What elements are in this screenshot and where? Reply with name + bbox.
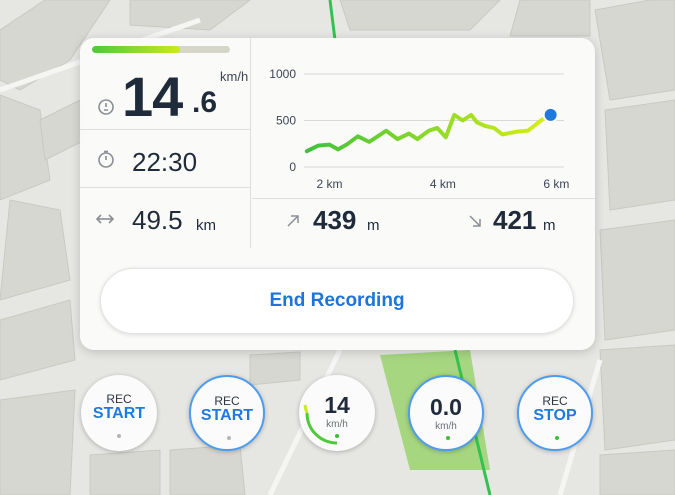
speed-bar-fill — [92, 46, 181, 53]
distance-unit: km — [196, 217, 216, 234]
horizontal-arrows-icon — [95, 212, 115, 231]
speed-widget-unit: km/h — [326, 419, 348, 430]
chart-y-tick-label: 500 — [276, 114, 296, 128]
start-label: START — [92, 405, 146, 422]
descent-value: 421 — [493, 205, 537, 235]
descent-unit: m — [543, 217, 556, 234]
chart-series-line — [304, 112, 550, 154]
speed-bar — [92, 46, 230, 53]
stats-left-column: 14 km/h .6 — [80, 38, 251, 248]
gauge-icon — [97, 98, 115, 121]
time-cell — [80, 130, 251, 188]
speed-integer: 14 — [122, 65, 183, 128]
elapsed-time: 22:30 — [132, 147, 198, 177]
distance-value: 49.5 — [132, 205, 183, 235]
arrow-up-right-icon — [286, 214, 300, 233]
ascent-value: 439 — [313, 205, 357, 235]
chart-x-tick-label: 2 km — [317, 177, 343, 191]
stats-grid: 14 km/h .6 22:30 49.5 km 1000 500 0 2 km 4 k… — [80, 38, 595, 248]
speed-zero-unit: km/h — [435, 421, 457, 432]
ascent-unit: m — [367, 217, 380, 234]
indicator-dot — [227, 436, 231, 440]
speed-arc — [303, 404, 338, 445]
chart-y-tick-label: 1000 — [269, 67, 296, 81]
rec-stop-button[interactable]: REC STOP — [517, 375, 593, 451]
chart-current-point — [542, 106, 559, 123]
speed-widget-value: 14 — [324, 392, 350, 418]
speed-decimal: .6 — [192, 86, 218, 119]
elevation-chart-svg: 1000 500 0 2 km 4 km 6 km — [269, 67, 569, 191]
recording-stats-panel: 14 km/h .6 22:30 49.5 km 1000 500 0 2 km 4 k… — [80, 38, 595, 350]
speed-widget-button[interactable]: 14 km/h — [299, 375, 375, 451]
indicator-dot — [446, 436, 450, 440]
stop-label: STOP — [533, 407, 577, 424]
elevation-row — [252, 198, 595, 248]
rec-start-button[interactable]: REC START — [81, 375, 157, 451]
rec-label: REC — [106, 392, 132, 406]
indicator-dot — [555, 436, 559, 440]
rec-label: REC — [214, 394, 240, 408]
elevation-chart: 1000 500 0 2 km 4 km 6 km — [252, 38, 595, 198]
chart-x-tick-label: 4 km — [430, 177, 456, 191]
chart-y-tick-label: 0 — [289, 160, 296, 174]
speed-zero-widget-button[interactable]: 0.0 km/h — [408, 375, 484, 451]
indicator-dot — [117, 434, 121, 438]
speed-zero-value: 0.0 — [430, 394, 462, 420]
clock-icon — [97, 150, 115, 173]
end-recording-button[interactable]: End Recording — [100, 268, 574, 334]
indicator-dot — [335, 434, 339, 438]
rec-label: REC — [542, 394, 568, 408]
speed-cell: 14 km/h .6 — [80, 38, 251, 130]
start-label: START — [200, 407, 254, 424]
speed-unit: km/h — [220, 69, 249, 84]
arrow-down-right-icon — [468, 214, 482, 233]
rec-start-button-active[interactable]: REC START — [189, 375, 265, 451]
chart-x-tick-label: 6 km — [543, 177, 569, 191]
